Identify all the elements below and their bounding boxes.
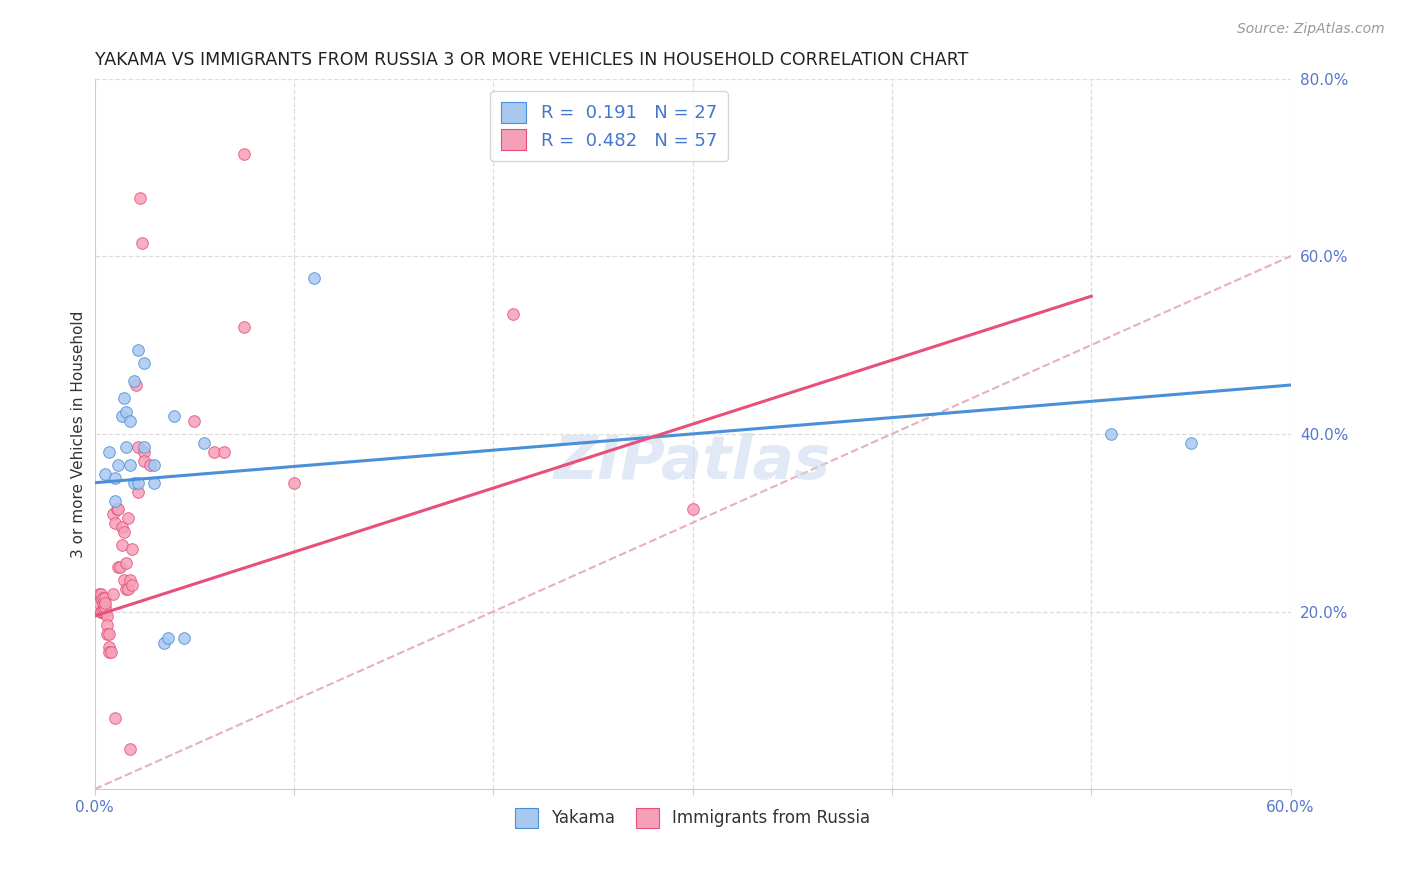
Point <box>143 458 166 472</box>
Point <box>129 192 152 206</box>
Point <box>114 524 136 539</box>
Point <box>134 444 156 458</box>
Text: Source: ZipAtlas.com: Source: ZipAtlas.com <box>1237 22 1385 37</box>
Point <box>96 609 118 624</box>
Point <box>1099 426 1122 441</box>
Point <box>103 471 125 485</box>
Point <box>120 574 142 588</box>
Point <box>87 596 110 610</box>
Point <box>127 475 149 490</box>
Point <box>100 644 122 658</box>
Point <box>127 343 149 357</box>
Point <box>212 444 235 458</box>
Point <box>91 605 114 619</box>
Text: YAKAMA VS IMMIGRANTS FROM RUSSIA 3 OR MORE VEHICLES IN HOUSEHOLD CORRELATION CHA: YAKAMA VS IMMIGRANTS FROM RUSSIA 3 OR MO… <box>94 51 967 69</box>
Point <box>91 591 114 606</box>
Point <box>114 574 136 588</box>
Point <box>502 307 524 321</box>
Point <box>103 711 125 725</box>
Point <box>163 409 186 424</box>
Point <box>87 587 110 601</box>
Point <box>193 435 215 450</box>
Point <box>124 475 146 490</box>
Point <box>157 631 180 645</box>
Point <box>283 475 305 490</box>
Point <box>107 502 129 516</box>
Point <box>93 467 115 481</box>
Point <box>233 320 256 334</box>
Point <box>101 507 124 521</box>
Point <box>110 560 132 574</box>
Point <box>173 631 195 645</box>
Point <box>127 484 149 499</box>
Point <box>134 453 156 467</box>
Point <box>134 356 156 370</box>
Point <box>183 413 205 427</box>
Point <box>117 511 139 525</box>
Point <box>682 502 704 516</box>
Point <box>302 271 325 285</box>
Point <box>127 440 149 454</box>
Point <box>115 556 138 570</box>
Point <box>111 538 134 552</box>
Point <box>111 520 134 534</box>
Point <box>97 644 120 658</box>
Point <box>90 605 112 619</box>
Point <box>90 605 112 619</box>
Point <box>202 444 225 458</box>
Point <box>103 493 125 508</box>
Point <box>134 440 156 454</box>
Point <box>93 591 115 606</box>
Point <box>97 640 120 654</box>
Point <box>121 542 143 557</box>
Point <box>97 626 120 640</box>
Y-axis label: 3 or more Vehicles in Household: 3 or more Vehicles in Household <box>72 310 86 558</box>
Point <box>107 560 129 574</box>
Point <box>117 582 139 597</box>
Point <box>111 409 134 424</box>
Point <box>96 618 118 632</box>
Legend: Yakama, Immigrants from Russia: Yakama, Immigrants from Russia <box>508 802 877 834</box>
Point <box>93 600 115 615</box>
Point <box>107 458 129 472</box>
Point <box>120 413 142 427</box>
Point <box>87 591 110 606</box>
Point <box>105 502 128 516</box>
Point <box>115 440 138 454</box>
Point <box>124 374 146 388</box>
Point <box>120 742 142 756</box>
Point <box>90 591 112 606</box>
Point <box>103 516 125 530</box>
Point <box>101 587 124 601</box>
Point <box>131 235 153 250</box>
Point <box>114 392 136 406</box>
Point <box>90 587 112 601</box>
Point <box>125 378 148 392</box>
Point <box>143 475 166 490</box>
Point <box>1180 435 1202 450</box>
Point <box>121 578 143 592</box>
Point <box>93 605 115 619</box>
Point <box>93 596 115 610</box>
Point <box>96 626 118 640</box>
Point <box>115 582 138 597</box>
Point <box>233 147 256 161</box>
Point <box>97 444 120 458</box>
Point <box>153 635 176 649</box>
Point <box>91 596 114 610</box>
Text: ZIPatlas: ZIPatlas <box>554 433 831 491</box>
Point <box>139 458 162 472</box>
Point <box>120 458 142 472</box>
Point <box>115 405 138 419</box>
